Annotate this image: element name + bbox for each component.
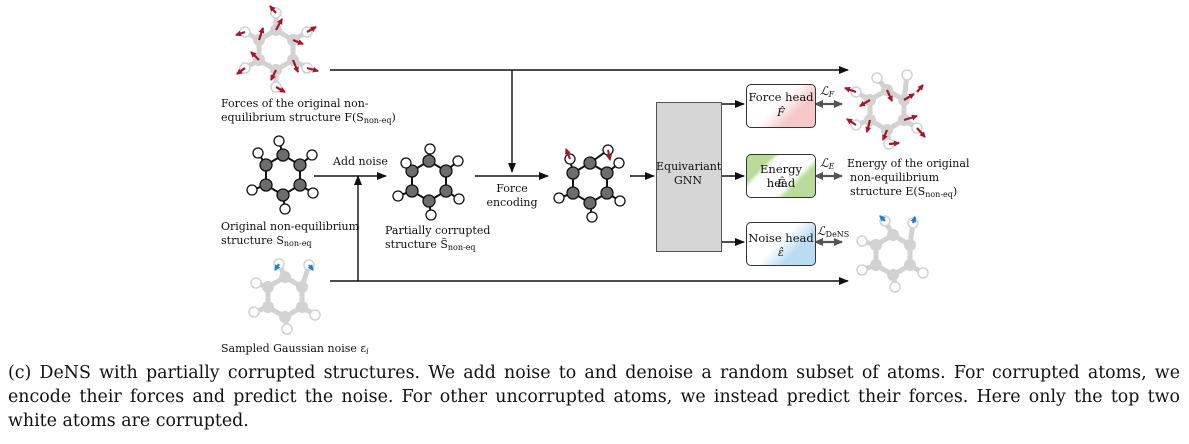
forces-label-line1: Forces of the original non- xyxy=(221,97,369,110)
gnn-label-line1: Equivariant xyxy=(656,160,722,173)
loss-dens-label: ℒDeNS xyxy=(817,224,849,242)
partial-label-line1: Partially corrupted xyxy=(385,224,491,237)
energy-label-subscript: non-eq xyxy=(925,190,953,199)
energy-head-label: Energy head xyxy=(760,162,802,190)
equivariant-gnn-block xyxy=(656,102,722,252)
diagram-canvas xyxy=(235,5,929,335)
loss-f-symbol: ℒ xyxy=(820,84,829,98)
add-noise-label: Add noise xyxy=(333,155,388,168)
molecule-noise-bottom-left xyxy=(248,258,321,335)
force-head-label: Force head xyxy=(748,90,814,104)
noise-head-symbol: ε̂ xyxy=(778,246,784,259)
gnn-label-line2: GNN xyxy=(673,174,703,187)
loss-dens-symbol: ℒ xyxy=(817,224,826,238)
flow-arrows xyxy=(314,66,849,285)
noise-head-label: Noise head xyxy=(748,231,814,245)
force-head-symbol: F̂ xyxy=(777,106,785,119)
molecule-partially-corrupted xyxy=(392,143,465,221)
noise-label-subscript: i xyxy=(366,347,369,356)
molecule-forces-right xyxy=(844,69,926,150)
partial-label-line2: structure S̃non-eq xyxy=(385,238,476,255)
loss-e-subscript: E xyxy=(828,162,835,171)
partial-label-text: structure S̃ xyxy=(385,238,448,251)
energy-head-box: Energy head Ê xyxy=(746,154,816,198)
loss-f-subscript: F xyxy=(828,90,835,99)
energy-label-end: ) xyxy=(952,185,958,198)
energy-label-line3: structure E(Snon-eq) xyxy=(850,185,957,202)
noise-label: Sampled Gaussian noise εi xyxy=(221,342,369,359)
force-encoding-line2: encoding xyxy=(486,196,538,209)
loss-dens-subscript: DeNS xyxy=(825,230,850,239)
original-label-line1: Original non-equilibrium xyxy=(221,220,360,233)
forces-label-end: ) xyxy=(391,111,396,124)
partial-label-subscript: non-eq xyxy=(447,243,476,252)
molecule-forces-top-left xyxy=(235,5,319,93)
force-encoding-line1: Force xyxy=(496,182,528,195)
noise-head-box: Noise head ε̂ xyxy=(746,222,816,266)
energy-label-text: structure E(S xyxy=(850,185,926,198)
loss-f-label: ℒF xyxy=(820,84,834,102)
loss-arrows xyxy=(814,100,843,246)
forces-label-line2: equilibrium structure F(Snon-eq) xyxy=(221,111,396,128)
noise-label-text: Sampled Gaussian noise ε xyxy=(221,342,367,355)
force-head-box: Force head F̂ xyxy=(746,84,816,128)
loss-e-symbol: ℒ xyxy=(820,156,829,170)
molecule-noise-right xyxy=(856,215,929,293)
molecule-original xyxy=(246,135,319,215)
forces-label-subscript: non-eq xyxy=(363,116,392,125)
energy-label-line2: non-equilibrium xyxy=(850,171,940,184)
energy-head-symbol: Ê xyxy=(776,177,786,190)
energy-label-line1: Energy of the original xyxy=(847,157,970,170)
loss-e-label: ℒE xyxy=(820,156,835,174)
forces-label-text: equilibrium structure F(S xyxy=(221,111,364,124)
original-label-text: structure S xyxy=(221,234,284,247)
original-label-subscript: non-eq xyxy=(283,239,312,248)
figure-caption: (c) DeNS with partially corrupted struct… xyxy=(8,363,1180,431)
original-label-line2: structure Snon-eq xyxy=(221,234,312,251)
molecule-force-encoded xyxy=(553,144,626,223)
